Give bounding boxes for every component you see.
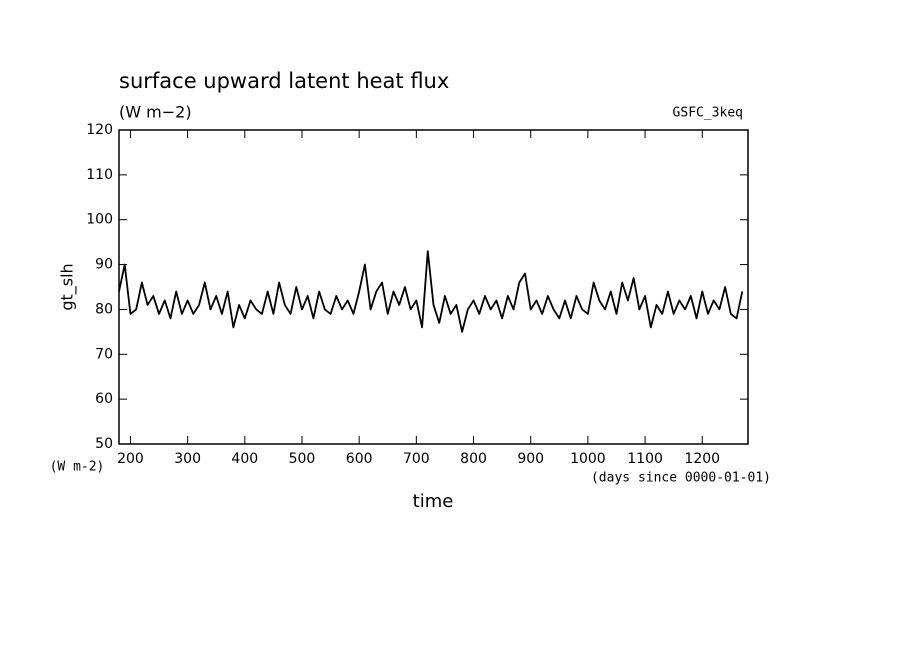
x-tick-label: 1000 xyxy=(570,451,606,467)
y-tick-label: 50 xyxy=(95,436,113,452)
y-tick-label: 110 xyxy=(86,167,113,183)
chart-subtitle: (W m−2) xyxy=(119,103,192,122)
x-tick-label: 200 xyxy=(117,451,144,467)
chart-title: surface upward latent heat flux xyxy=(119,69,449,93)
x-axis-title: time xyxy=(413,491,454,512)
y-tick-label: 60 xyxy=(95,391,113,407)
y-tick-label: 120 xyxy=(86,122,113,138)
x-tick-label: 1100 xyxy=(627,451,663,467)
x-tick-label: 1200 xyxy=(684,451,720,467)
x-tick-label: 700 xyxy=(403,451,430,467)
x-unit: (days since 0000-01-01) xyxy=(591,471,771,486)
y-tick-label: 70 xyxy=(95,346,113,362)
x-tick-label: 800 xyxy=(460,451,487,467)
y-tick-label: 80 xyxy=(95,301,113,317)
x-tick-label: 400 xyxy=(231,451,258,467)
y-axis-title: gt_slh xyxy=(58,263,78,310)
x-tick-label: 900 xyxy=(517,451,544,467)
x-tick-label: 300 xyxy=(174,451,201,467)
x-tick-label: 500 xyxy=(289,451,316,467)
y-tick-label: 100 xyxy=(86,212,113,228)
x-tick-label: 600 xyxy=(346,451,373,467)
annotation: GSFC_3keq xyxy=(673,106,743,121)
y-unit: (W m-2) xyxy=(50,460,105,475)
y-tick-label: 90 xyxy=(95,257,113,273)
series-line xyxy=(118,250,744,333)
plot-frame xyxy=(118,129,749,445)
